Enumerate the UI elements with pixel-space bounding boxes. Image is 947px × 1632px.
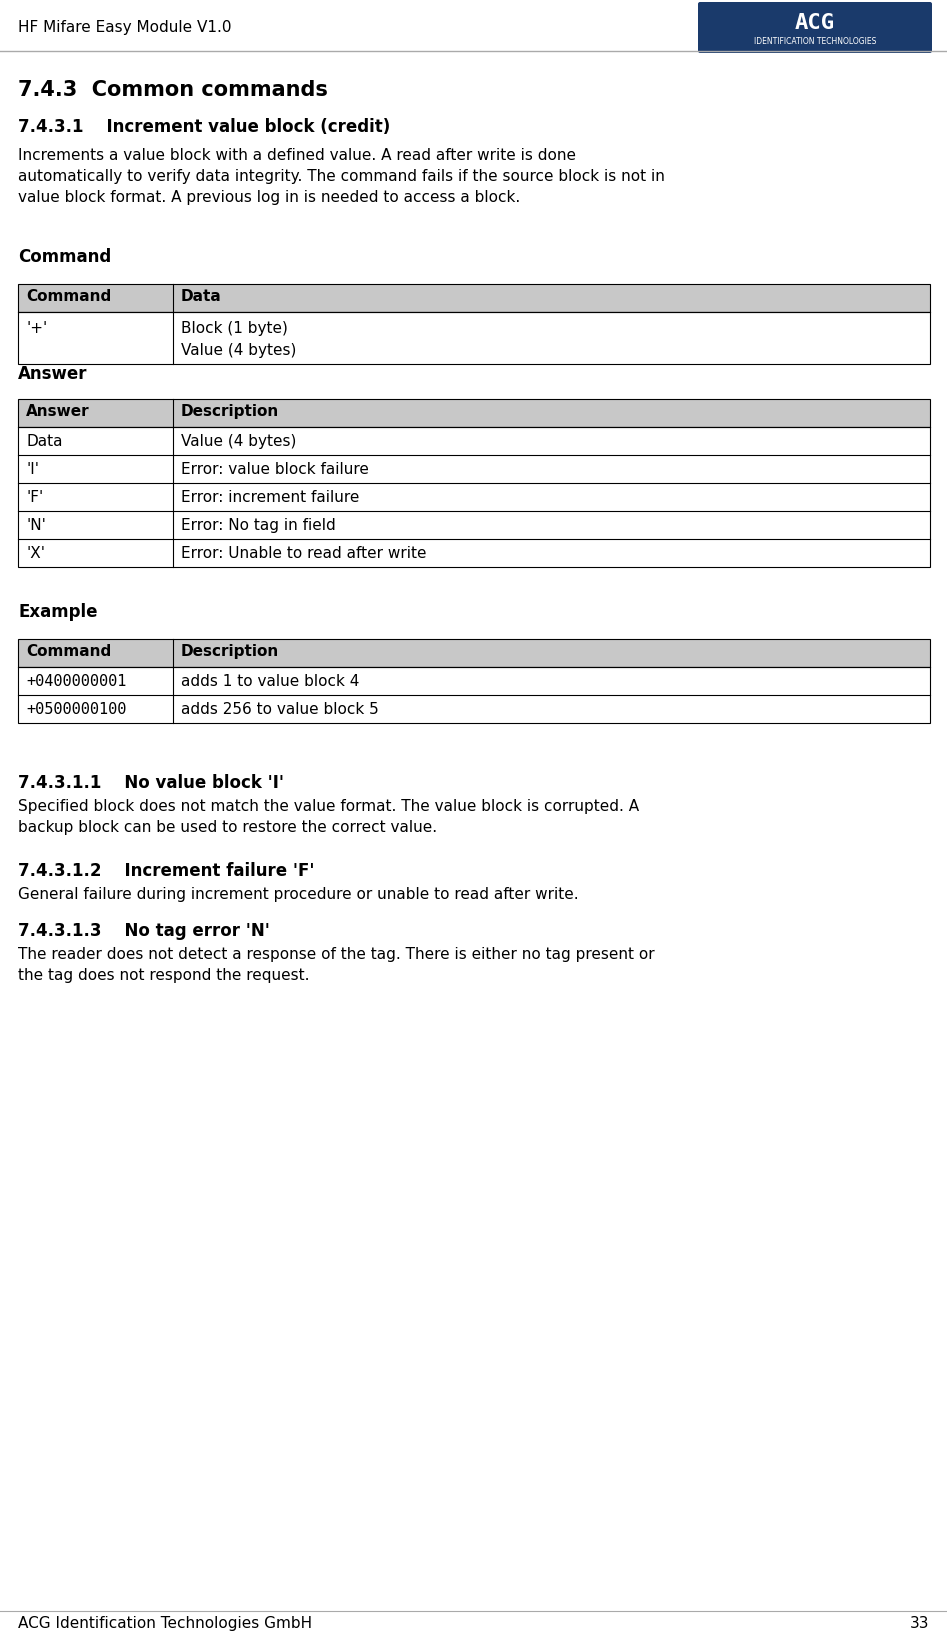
Text: Description: Description xyxy=(181,403,279,418)
Text: 7.4.3.1    Increment value block (credit): 7.4.3.1 Increment value block (credit) xyxy=(18,118,390,135)
Text: 33: 33 xyxy=(909,1616,929,1630)
Text: 7.4.3.1.2    Increment failure 'F': 7.4.3.1.2 Increment failure 'F' xyxy=(18,862,314,880)
Text: 7.4.3.1.3    No tag error 'N': 7.4.3.1.3 No tag error 'N' xyxy=(18,922,270,940)
Text: Example: Example xyxy=(18,602,98,620)
Text: Error: No tag in field: Error: No tag in field xyxy=(181,517,336,532)
Text: Command: Command xyxy=(18,248,111,266)
Text: Block (1 byte)
Value (4 bytes): Block (1 byte) Value (4 bytes) xyxy=(181,320,296,357)
Text: 7.4.3  Common commands: 7.4.3 Common commands xyxy=(18,80,328,100)
Text: Value (4 bytes): Value (4 bytes) xyxy=(181,434,296,449)
Text: Data: Data xyxy=(181,289,222,304)
Text: Command: Command xyxy=(26,289,111,304)
Text: 7.4.3.1.1    No value block 'I': 7.4.3.1.1 No value block 'I' xyxy=(18,774,284,792)
Text: ACG Identification Technologies GmbH: ACG Identification Technologies GmbH xyxy=(18,1616,313,1630)
Text: Increments a value block with a defined value. A read after write is done
automa: Increments a value block with a defined … xyxy=(18,149,665,204)
Text: General failure during increment procedure or unable to read after write.: General failure during increment procedu… xyxy=(18,886,579,902)
Text: Command: Command xyxy=(26,645,111,659)
Text: 'N': 'N' xyxy=(26,517,45,532)
Text: Error: value block failure: Error: value block failure xyxy=(181,462,369,477)
Text: '+': '+' xyxy=(26,320,47,336)
FancyBboxPatch shape xyxy=(18,313,930,364)
FancyBboxPatch shape xyxy=(698,3,932,54)
Text: +0500000100: +0500000100 xyxy=(26,702,126,716)
Text: 'X': 'X' xyxy=(26,545,45,560)
Text: Answer: Answer xyxy=(26,403,90,418)
FancyBboxPatch shape xyxy=(18,284,930,313)
Text: The reader does not detect a response of the tag. There is either no tag present: The reader does not detect a response of… xyxy=(18,947,654,982)
Text: +0400000001: +0400000001 xyxy=(26,674,126,689)
Text: adds 256 to value block 5: adds 256 to value block 5 xyxy=(181,702,379,716)
Text: IDENTIFICATION TECHNOLOGIES: IDENTIFICATION TECHNOLOGIES xyxy=(754,38,876,46)
FancyBboxPatch shape xyxy=(18,640,930,667)
Text: Error: increment failure: Error: increment failure xyxy=(181,490,359,504)
Text: ACG: ACG xyxy=(795,13,835,34)
Text: adds 1 to value block 4: adds 1 to value block 4 xyxy=(181,674,359,689)
Text: 'I': 'I' xyxy=(26,462,39,477)
FancyBboxPatch shape xyxy=(18,428,930,568)
Text: Answer: Answer xyxy=(18,364,87,382)
FancyBboxPatch shape xyxy=(18,400,930,428)
Text: Error: Unable to read after write: Error: Unable to read after write xyxy=(181,545,426,560)
Text: Specified block does not match the value format. The value block is corrupted. A: Specified block does not match the value… xyxy=(18,798,639,836)
FancyBboxPatch shape xyxy=(18,667,930,725)
Text: 'F': 'F' xyxy=(26,490,44,504)
Text: Description: Description xyxy=(181,645,279,659)
Text: HF Mifare Easy Module V1.0: HF Mifare Easy Module V1.0 xyxy=(18,21,231,36)
Text: Data: Data xyxy=(26,434,63,449)
